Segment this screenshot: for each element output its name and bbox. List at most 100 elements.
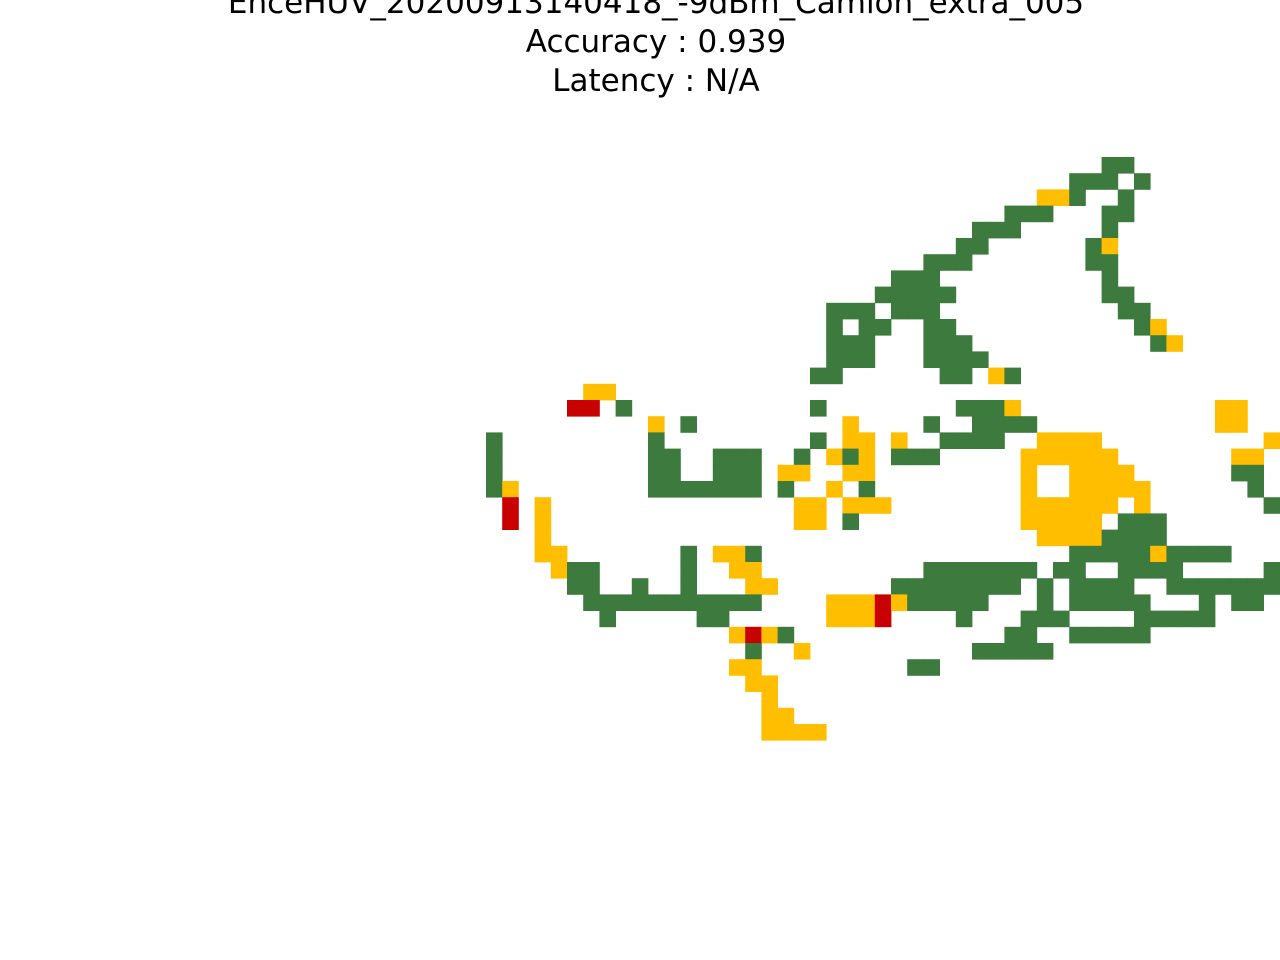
- heatmap-cell: [988, 432, 1005, 449]
- heatmap-cell: [1101, 173, 1119, 190]
- heatmap-cell: [1101, 481, 1119, 498]
- heatmap-cell: [1085, 173, 1102, 190]
- heatmap-cell: [680, 594, 697, 611]
- heatmap-cell: [712, 448, 730, 466]
- heatmap-cell: [923, 270, 940, 287]
- heatmap-cell: [583, 400, 600, 417]
- heatmap-cell: [712, 594, 730, 611]
- heatmap-cell: [1036, 205, 1054, 223]
- heatmap-cell: [1101, 221, 1119, 239]
- heatmap-cell: [1150, 529, 1167, 547]
- heatmap-cell: [939, 578, 957, 595]
- heatmap-cell: [972, 578, 989, 595]
- heatmap-cell: [599, 610, 616, 628]
- heatmap-cell: [1101, 205, 1119, 223]
- heatmap-cell: [793, 497, 811, 514]
- heatmap-cell: [842, 302, 859, 320]
- heatmap-cell: [923, 594, 940, 611]
- heatmap-cell: [648, 481, 665, 498]
- heatmap-cell: [826, 367, 843, 385]
- heatmap-cells: [486, 157, 1280, 741]
- heatmap-cell: [842, 432, 859, 449]
- heatmap-cell: [842, 594, 859, 611]
- heatmap-cell: [1004, 205, 1021, 223]
- heatmap-cell: [907, 270, 924, 287]
- heatmap-cell: [1069, 513, 1086, 530]
- heatmap-cell: [1053, 448, 1070, 466]
- heatmap-cell: [745, 464, 762, 482]
- heatmap-cell: [712, 610, 730, 628]
- heatmap-cell: [1117, 562, 1135, 579]
- heatmap-cell: [826, 610, 843, 628]
- heatmap-cell: [891, 270, 908, 287]
- heatmap-cell: [874, 319, 892, 336]
- heatmap-cell: [842, 448, 859, 466]
- heatmap-cell: [1150, 513, 1167, 530]
- heatmap-cell: [810, 497, 827, 514]
- heatmap-cell: [955, 238, 973, 255]
- heatmap-cell: [1020, 562, 1038, 579]
- heatmap-cell: [1166, 562, 1183, 579]
- heatmap-cell: [1182, 545, 1200, 563]
- heatmap-cell: [696, 481, 714, 498]
- heatmap-cell: [1085, 513, 1102, 530]
- heatmap-cell: [972, 432, 989, 449]
- heatmap-cell: [810, 724, 827, 741]
- heatmap-cell: [842, 335, 859, 352]
- heatmap-cell: [1004, 643, 1021, 660]
- heatmap-cell: [939, 351, 957, 368]
- heatmap-cell: [1150, 610, 1167, 628]
- heatmap-cell: [988, 578, 1005, 595]
- heatmap-cell: [874, 610, 892, 628]
- heatmap-cell: [923, 562, 940, 579]
- heatmap-cell: [793, 448, 811, 466]
- heatmap-cell: [1263, 578, 1280, 595]
- heatmap-cell: [664, 481, 681, 498]
- heatmap-cell: [534, 529, 552, 547]
- heatmap-cell: [874, 497, 892, 514]
- heatmap-cell: [631, 578, 649, 595]
- heatmap-cell: [502, 513, 519, 530]
- heatmap-cell: [955, 335, 973, 352]
- heatmap-cell: [712, 464, 730, 482]
- chart-title-block: EnceHUV_20200913140418_-9dBm_Camion_extr…: [0, 0, 1280, 101]
- heatmap-cell: [1166, 545, 1183, 563]
- heatmap-cell: [1020, 610, 1038, 628]
- heatmap-cell: [1101, 270, 1119, 287]
- heatmap-cell: [745, 594, 762, 611]
- heatmap-cell: [1117, 578, 1135, 595]
- heatmap-cell: [1166, 578, 1183, 595]
- heatmap-cell: [858, 448, 876, 466]
- heatmap-cell: [1101, 626, 1119, 644]
- heatmap-cell: [923, 448, 940, 466]
- heatmap-cell: [793, 724, 811, 741]
- heatmap-cell: [923, 335, 940, 352]
- heatmap-cell: [1085, 578, 1102, 595]
- heatmap-cell: [972, 416, 989, 433]
- latency-label: Latency: [552, 63, 675, 99]
- heatmap-cell: [680, 416, 697, 433]
- heatmap-cell: [1117, 626, 1135, 644]
- heatmap-cell: [1101, 286, 1119, 304]
- heatmap-cell: [1036, 497, 1054, 514]
- heatmap-cell: [1215, 545, 1232, 563]
- heatmap-cell: [696, 594, 714, 611]
- heatmap-cell: [1247, 594, 1264, 611]
- heatmap-cell: [1069, 594, 1086, 611]
- heatmap-cell: [955, 254, 973, 271]
- heatmap-cell: [988, 562, 1005, 579]
- heatmap-cell: [1166, 335, 1183, 352]
- heatmap-cell: [955, 578, 973, 595]
- heatmap-cell: [680, 562, 697, 579]
- heatmap-cell: [615, 400, 633, 417]
- heatmap-cell: [1036, 432, 1054, 449]
- heatmap-cell: [583, 594, 600, 611]
- heatmap-cell: [664, 594, 681, 611]
- heatmap-cell: [1150, 335, 1167, 352]
- heatmap-cell: [1150, 545, 1167, 563]
- heatmap-cell: [550, 562, 568, 579]
- heatmap-cell: [907, 659, 924, 676]
- heatmap-cell: [1263, 562, 1280, 579]
- heatmap-cell: [583, 562, 600, 579]
